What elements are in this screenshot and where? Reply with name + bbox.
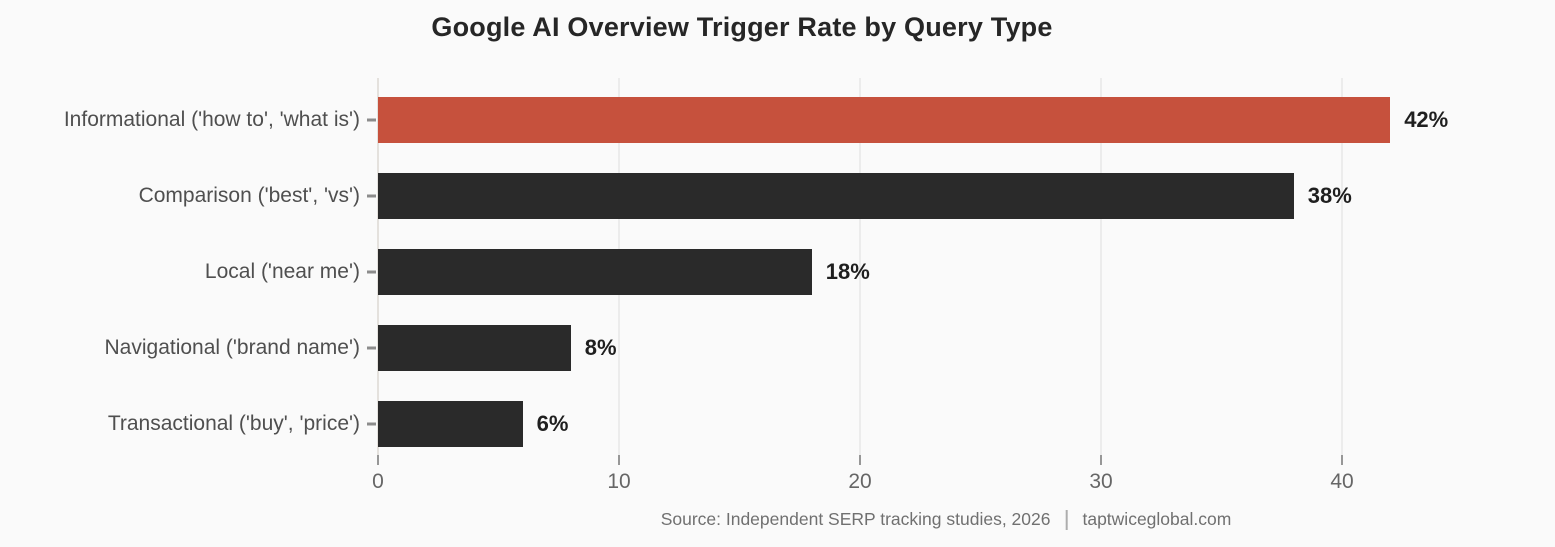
y-tick — [367, 422, 376, 426]
source-site: taptwiceglobal.com — [1082, 509, 1232, 529]
category-label: Informational ('how to', 'what is') — [63, 108, 360, 131]
value-label: 6% — [536, 411, 569, 436]
y-tick — [367, 194, 376, 198]
category-label: Local ('near me') — [204, 260, 360, 283]
x-tick-label: 20 — [848, 470, 872, 493]
value-label: 8% — [584, 335, 617, 360]
value-label: 18% — [825, 259, 870, 284]
x-tick-label: 30 — [1089, 470, 1113, 493]
x-tick-label: 0 — [372, 470, 384, 493]
gridline-30 — [1100, 78, 1102, 455]
source-separator-icon — [1065, 509, 1068, 530]
x-tick-label: 10 — [607, 470, 631, 493]
y-tick — [367, 270, 376, 274]
x-tick — [859, 455, 861, 465]
y-tick — [367, 346, 376, 350]
bar-transactional — [378, 401, 523, 447]
x-tick — [618, 455, 620, 465]
x-tick-label: 40 — [1330, 470, 1354, 493]
value-label: 38% — [1307, 183, 1352, 208]
value-label: 42% — [1404, 107, 1449, 132]
bar-informational — [378, 97, 1391, 143]
y-tick — [367, 118, 376, 122]
source-text: Source: Independent SERP tracking studie… — [660, 509, 1051, 529]
source-line: Source: Independent SERP tracking studie… — [660, 509, 1232, 530]
x-tick — [1341, 455, 1343, 465]
gridline-20 — [859, 78, 861, 455]
bar-comparison — [378, 173, 1294, 219]
category-label: Transactional ('buy', 'price') — [107, 412, 360, 435]
x-tick — [377, 455, 379, 465]
bar-navigational — [378, 325, 571, 371]
gridline-40 — [1341, 78, 1343, 455]
chart-title: Google AI Overview Trigger Rate by Query… — [431, 12, 1053, 42]
category-label: Navigational ('brand name') — [104, 336, 361, 359]
bar-local — [378, 249, 812, 295]
category-label: Comparison ('best', 'vs') — [138, 184, 360, 207]
x-tick — [1100, 455, 1102, 465]
